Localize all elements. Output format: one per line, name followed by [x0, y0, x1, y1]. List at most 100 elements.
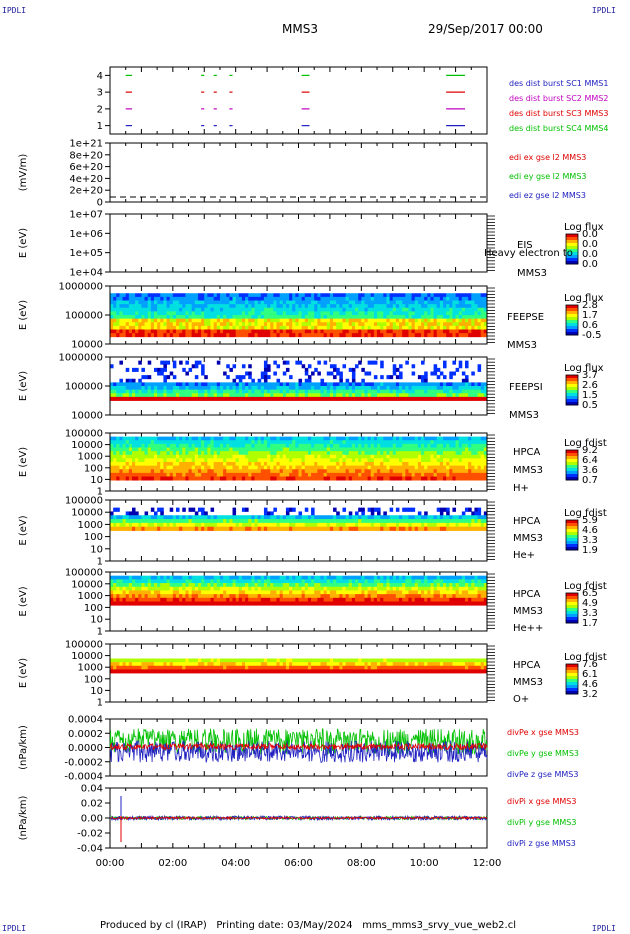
y-axis-label: E (eV): [18, 371, 29, 401]
spectrogram-cell: [367, 296, 372, 301]
spectrogram-cell: [383, 465, 387, 470]
spectrogram-cell: [298, 436, 303, 441]
spectrogram-cell: [144, 325, 149, 330]
spectrogram-cell: [210, 393, 215, 398]
spectrogram-cell: [147, 293, 152, 298]
spectrogram-cell: [276, 396, 281, 401]
spectrogram-cell: [160, 476, 164, 481]
spectrogram-cell: [125, 315, 130, 320]
spectrogram-cell: [414, 333, 419, 338]
spectrogram-cell: [320, 322, 325, 327]
spectrogram-cell: [157, 396, 161, 401]
spectrogram-cell: [455, 333, 460, 338]
spectrogram-cell: [175, 325, 180, 330]
spectrogram-cell: [182, 296, 186, 301]
spectrogram-cell: [182, 318, 186, 323]
spectrogram-cell: [474, 333, 478, 338]
spectrogram-cell: [471, 315, 475, 320]
spectrogram-cell: [421, 333, 425, 338]
spectrogram-cell: [373, 360, 378, 365]
spectrogram-cell: [270, 515, 274, 520]
spectrogram-cell: [223, 462, 227, 467]
spectrogram-cell: [267, 393, 271, 398]
spectrogram-cell: [263, 375, 268, 380]
spectrogram-cell: [207, 443, 211, 448]
spectrogram-cell: [483, 476, 488, 481]
spectrogram-cell: [279, 311, 284, 316]
spectrogram-cell: [446, 311, 450, 316]
spectrogram-cell: [320, 315, 325, 320]
spectrogram-cell: [370, 511, 375, 516]
spectrogram-cell: [314, 454, 318, 459]
spectrogram-cell: [386, 329, 391, 334]
spectrogram-cell: [455, 325, 460, 330]
spectrogram-cell: [383, 311, 387, 316]
spectrogram-cell: [389, 322, 394, 327]
spectrogram-cell: [257, 451, 262, 456]
spectrogram-cell: [119, 311, 123, 316]
spectrogram-cell: [248, 436, 252, 441]
spectrogram-cell: [166, 360, 171, 365]
spectrogram-cell: [172, 451, 177, 456]
spectrogram-cell: [282, 522, 287, 528]
spectrogram-cell: [160, 315, 164, 320]
spectrogram-cell: [402, 447, 406, 452]
spectrogram-cell: [191, 522, 196, 528]
spectrogram-cell: [147, 462, 152, 467]
spectrogram-cell: [317, 440, 321, 445]
y-tick-label: 10000: [71, 440, 103, 451]
spectrogram-cell: [465, 315, 469, 320]
spectrogram-cell: [355, 454, 359, 459]
spectrogram-cell: [433, 329, 438, 334]
spectrogram-cell: [377, 325, 381, 330]
spectrogram-cell: [477, 436, 482, 441]
spectrogram-cell: [323, 304, 328, 309]
spectrogram-cell: [285, 360, 290, 365]
spectrogram-cell: [333, 472, 337, 477]
spectrogram-cell: [241, 311, 246, 316]
spectrogram-cell: [163, 436, 167, 441]
spectrogram-cell: [355, 311, 359, 316]
spectrogram-cell: [267, 318, 271, 323]
spectrogram-cell: [351, 389, 356, 394]
spectrogram-cell: [483, 451, 488, 456]
spectrogram-cell: [153, 311, 158, 316]
spectrogram-cell: [144, 296, 149, 301]
spectrogram-cell: [157, 371, 161, 376]
spectrogram-cell: [395, 322, 400, 327]
spectrogram-cell: [213, 396, 218, 401]
spectrogram-cell: [351, 293, 356, 298]
spectrogram-cell: [339, 386, 343, 391]
spectrogram-cell: [116, 440, 120, 445]
spectrogram-cell: [436, 393, 441, 398]
spectrogram-cell: [458, 304, 463, 309]
spectrogram-cell: [295, 315, 299, 320]
spectrogram-cell: [439, 307, 444, 312]
spectrogram-cell: [273, 462, 277, 467]
spectrogram-cell: [223, 451, 227, 456]
spectrogram-cell: [427, 454, 431, 459]
spectrogram-cell: [320, 318, 325, 323]
spectrogram-cell: [468, 451, 472, 456]
spectrogram-cell: [408, 325, 412, 330]
spectrogram-cell: [229, 322, 233, 327]
spectrogram-cell: [292, 329, 296, 334]
spectrogram-cell: [185, 315, 189, 320]
spectrogram-cell: [314, 293, 318, 298]
spectrogram-cell: [311, 472, 315, 477]
spectrogram-cell: [216, 451, 221, 456]
spectrogram-cell: [348, 476, 353, 481]
spectrogram-cell: [389, 375, 394, 380]
spectrogram-cell: [245, 443, 249, 448]
spectrogram-cell: [314, 311, 318, 316]
spectrogram-cell: [273, 382, 277, 387]
spectrogram-cell: [292, 304, 296, 309]
spectrogram-cell: [320, 393, 325, 398]
spectrogram-cell: [238, 526, 243, 531]
spectrogram-cell: [399, 396, 403, 401]
spectrogram-cell: [289, 472, 293, 477]
spectrogram-cell: [175, 386, 180, 391]
spectrogram-cell: [421, 458, 425, 463]
spectrogram-cell: [364, 472, 369, 477]
spectrogram-cell: [361, 378, 365, 383]
